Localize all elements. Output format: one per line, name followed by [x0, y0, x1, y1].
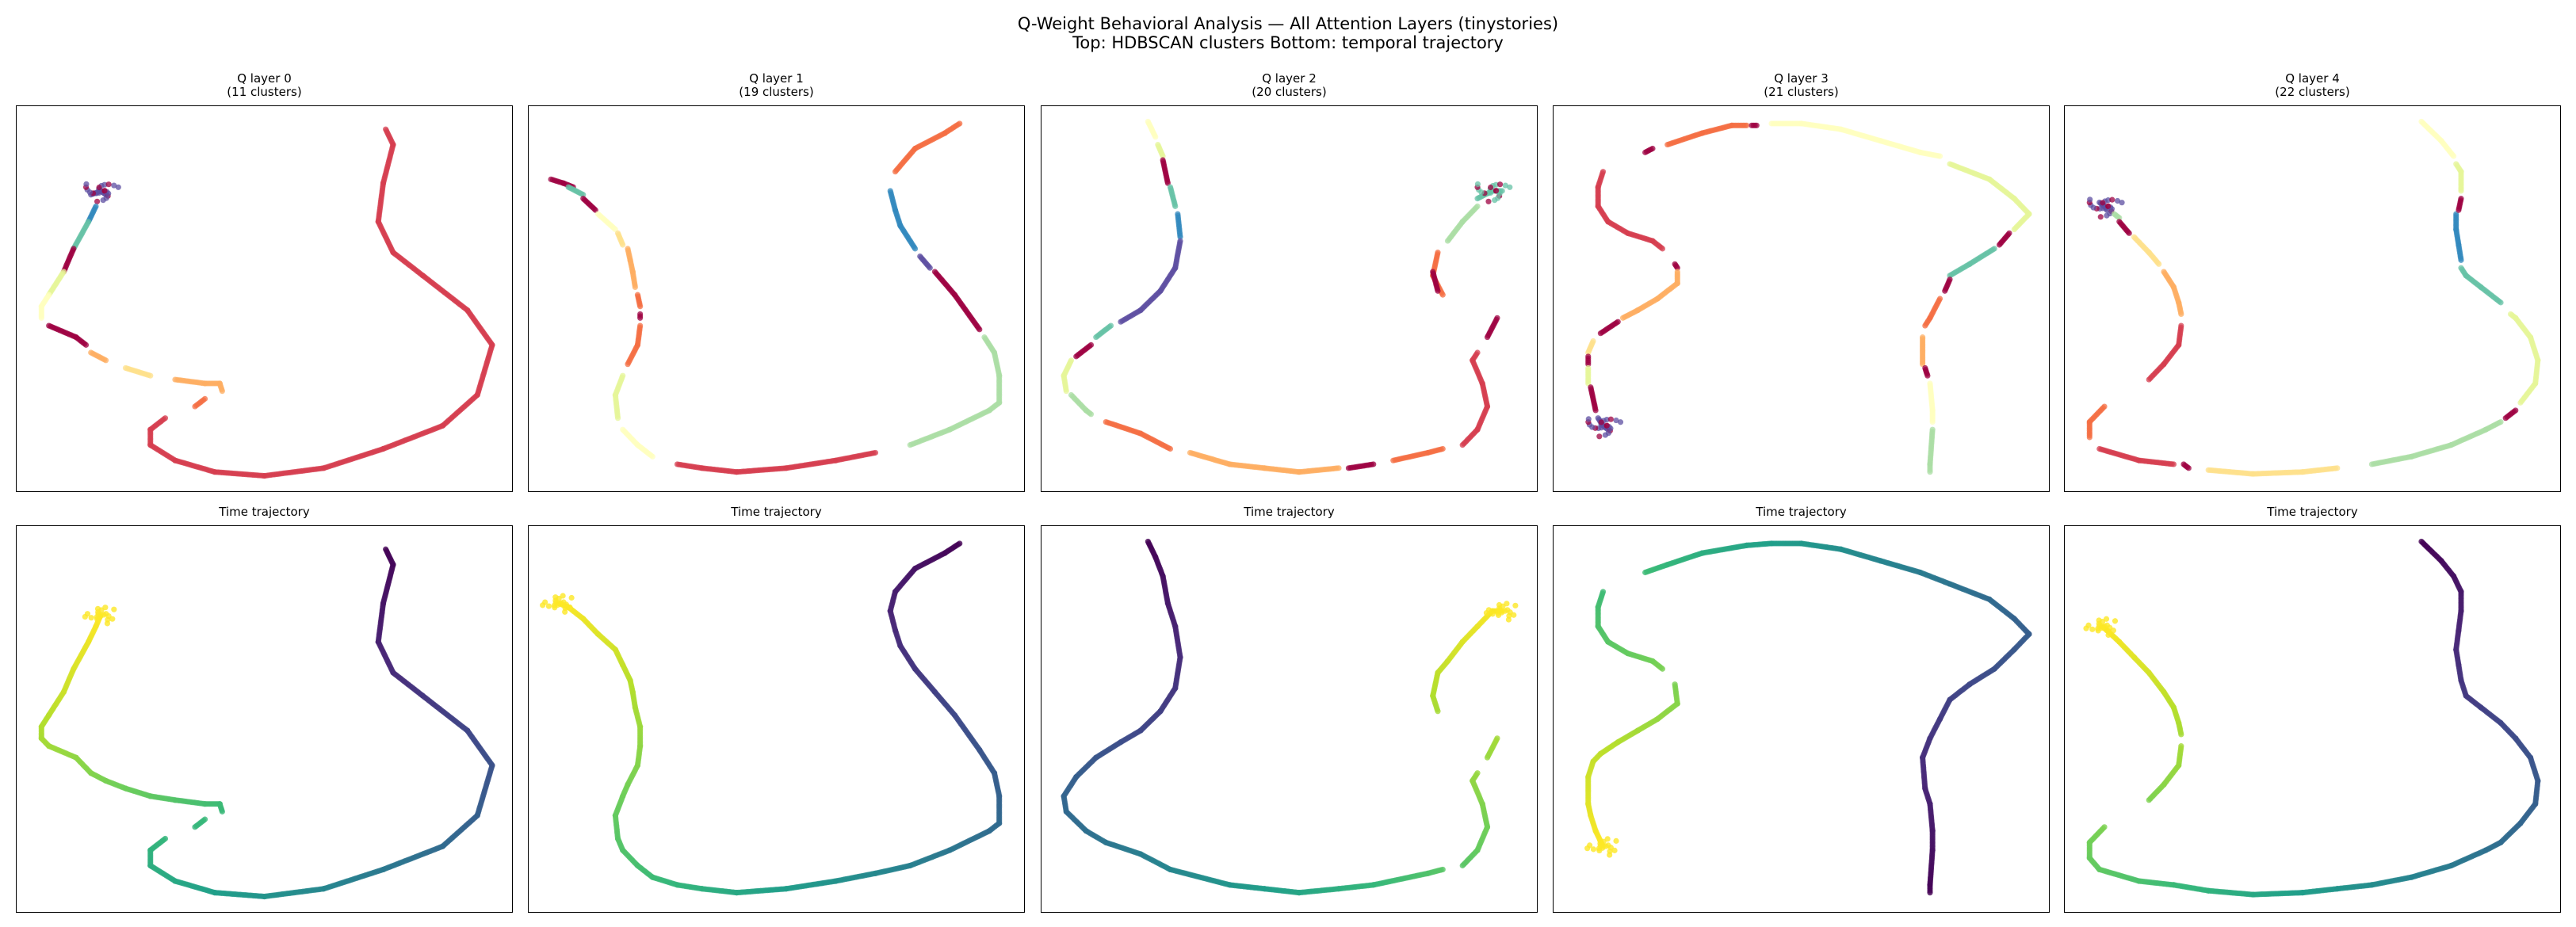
panel-title-top-2: Q layer 2 (20 clusters) — [1041, 72, 1538, 99]
cluster-plot-layer-1 — [528, 105, 1025, 492]
panel-title-bottom-2: Time trajectory — [1041, 505, 1538, 519]
scatter-canvas — [38, 126, 495, 479]
panel-title-top-3: Q layer 3 (21 clusters) — [1553, 72, 2050, 99]
time-trajectory-plot-4 — [2064, 525, 2561, 913]
panel-title-top-0: Q layer 0 (11 clusters) — [16, 72, 513, 99]
panel-title-line1: Q layer 3 — [1774, 71, 1829, 86]
panel-title-top-4: Q layer 4 (22 clusters) — [2064, 72, 2561, 99]
cluster-plot-layer-0 — [16, 105, 513, 492]
panel-title-line2: (22 clusters) — [2275, 85, 2350, 99]
panel-title-line1: Time trajectory — [219, 505, 310, 519]
panel-title-line1: Q layer 4 — [2285, 71, 2340, 86]
panel-title-line1: Q layer 2 — [1262, 71, 1317, 86]
panel-title-line1: Time trajectory — [2267, 505, 2358, 519]
panel-title-top-1: Q layer 1 (19 clusters) — [528, 72, 1025, 99]
scatter-canvas — [1061, 538, 1519, 896]
panel-title-bottom-4: Time trajectory — [2064, 505, 2561, 519]
panel-title-line1: Time trajectory — [1244, 505, 1335, 519]
figure-title-line2: Top: HDBSCAN clusters Bottom: temporal t… — [1072, 33, 1504, 52]
scatter-canvas — [548, 120, 1003, 475]
time-trajectory-plot-0 — [16, 525, 513, 913]
scatter-canvas — [2086, 118, 2541, 477]
time-trajectory-plot-1 — [528, 525, 1025, 913]
panel-title-line2: (11 clusters) — [227, 85, 302, 99]
panel-title-line1: Q layer 1 — [749, 71, 804, 86]
scatter-canvas — [540, 540, 1003, 896]
scatter-canvas — [1061, 118, 1513, 475]
panel-title-bottom-1: Time trajectory — [528, 505, 1025, 519]
time-trajectory-plot-2 — [1041, 525, 1538, 913]
panel-title-line2: (21 clusters) — [1764, 85, 1839, 99]
scatter-canvas — [1585, 120, 2032, 475]
figure-title: Q-Weight Behavioral Analysis — All Atten… — [0, 14, 2576, 52]
panel-title-line2: (19 clusters) — [739, 85, 814, 99]
panel-title-bottom-3: Time trajectory — [1553, 505, 2050, 519]
panel-title-line1: Time trajectory — [731, 505, 822, 519]
scatter-canvas — [1584, 540, 2032, 896]
scatter-canvas — [2083, 538, 2541, 898]
cluster-plot-layer-2 — [1041, 105, 1538, 492]
panel-title-bottom-0: Time trajectory — [16, 505, 513, 519]
panel-title-line1: Time trajectory — [1756, 505, 1847, 519]
figure-title-line1: Q-Weight Behavioral Analysis — All Atten… — [1017, 14, 1559, 33]
panel-title-line2: (20 clusters) — [1252, 85, 1327, 99]
cluster-plot-layer-3 — [1553, 105, 2050, 492]
time-trajectory-plot-3 — [1553, 525, 2050, 913]
scatter-canvas — [38, 546, 495, 900]
cluster-plot-layer-4 — [2064, 105, 2561, 492]
panel-title-line1: Q layer 0 — [237, 71, 292, 86]
